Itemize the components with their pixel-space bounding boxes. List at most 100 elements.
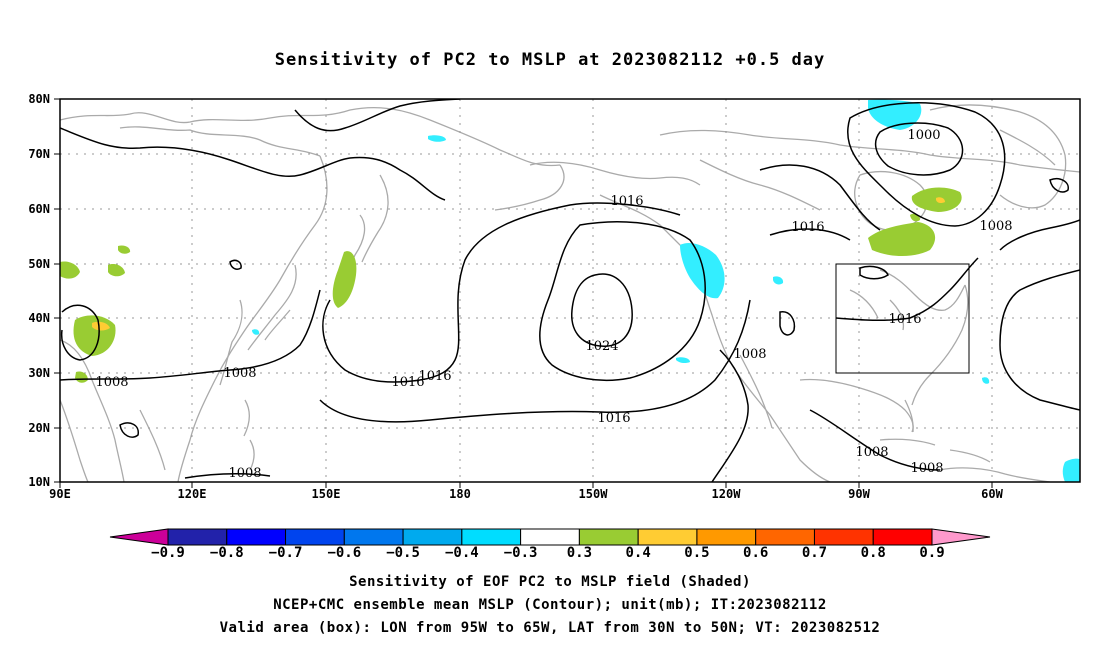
negative-patch	[252, 329, 260, 335]
footer-caption-valid-area: Valid area (box): LON from 95W to 65W, L…	[219, 620, 881, 636]
colorbar-label: 0.4	[626, 545, 651, 561]
colorbar-label: −0.5	[386, 545, 420, 561]
contour-1016-east	[835, 257, 979, 322]
lat-label: 20N	[28, 421, 50, 435]
contour-1008-loop	[60, 304, 100, 361]
colorbar-swatch	[226, 528, 287, 546]
contour-1008-na	[711, 349, 749, 482]
colorbar-labels: −0.9 −0.8 −0.7 −0.6 −0.5 −0.4 −0.3 0.3 0.4 0.5 0.6…	[151, 545, 945, 561]
colorbar-label: −0.6	[327, 545, 361, 561]
contour-label: 1016	[888, 312, 921, 327]
contour-label: 1000	[907, 128, 940, 143]
footer-caption-contour: NCEP+CMC ensemble mean MSLP (Contour); u…	[273, 597, 827, 613]
mslp-contours	[60, 99, 1080, 482]
contour-label: 1016	[791, 220, 824, 235]
negative-patch	[868, 99, 922, 130]
colorbar-swatch	[520, 528, 580, 546]
contour-1016-north	[60, 127, 446, 201]
contour-label: 1008	[228, 466, 261, 481]
colorbar-swatch	[637, 528, 698, 546]
contour-label: 1008	[733, 347, 766, 362]
positive-patch	[108, 263, 125, 277]
colorbar-label: 0.8	[861, 545, 886, 561]
contour-1016-ne	[999, 219, 1080, 251]
colorbar-swatch	[872, 528, 933, 546]
colorbar-label: 0.7	[802, 545, 827, 561]
colorbar-label: 0.5	[684, 545, 709, 561]
lat-label: 10N	[28, 475, 50, 489]
lon-labels: 90E 120E 150E 180 150W 120W 90W 60W	[49, 487, 1003, 501]
contour-1000	[874, 122, 964, 176]
valid-area-box	[835, 263, 970, 374]
negative-patch	[773, 276, 784, 285]
colorbar-swatch	[343, 528, 404, 546]
footer-caption-shading: Sensitivity of EOF PC2 to MSLP field (Sh…	[349, 574, 751, 590]
contour-loop	[779, 311, 796, 336]
contour-1016-high	[539, 221, 706, 382]
contour-loop	[229, 259, 242, 270]
map-panel: 1000 1008 1016 1024 1016 1016 1016 1016 …	[28, 92, 1081, 501]
contour-1016-arctic	[294, 99, 461, 132]
lon-label: 90E	[49, 487, 71, 501]
sensitivity-shading	[60, 99, 1080, 482]
colorbar-swatch	[461, 528, 522, 546]
contour-label: 1016	[391, 375, 424, 390]
negative-patch	[676, 357, 690, 364]
positive-patch	[75, 371, 88, 383]
contour-labels: 1000 1008 1016 1024 1016 1016 1016 1016 …	[95, 128, 1012, 481]
contour-label: 1008	[979, 219, 1012, 234]
graticule	[60, 99, 1080, 482]
colorbar-swatch	[755, 528, 815, 546]
contour-1024	[571, 273, 633, 347]
colorbar-label: −0.4	[445, 545, 479, 561]
contour-loop	[119, 422, 139, 438]
contour-1008-west	[60, 289, 321, 381]
colorbar-swatch	[285, 528, 345, 546]
lat-labels: 80N 70N 60N 50N 40N 30N 20N 10N	[28, 92, 50, 489]
coastlines	[60, 104, 1080, 482]
colorbar-label: −0.9	[151, 545, 185, 561]
contour-1008-gulf	[809, 409, 941, 471]
colorbar-swatch	[402, 528, 463, 546]
positive-patch	[868, 222, 936, 256]
colorbar-left-arrow	[109, 528, 169, 546]
lat-label: 30N	[28, 366, 50, 380]
map-frame	[59, 98, 1081, 483]
positive-patch-strong	[936, 197, 945, 204]
contour-1016-pacific-south	[319, 299, 751, 423]
colorbar-label: 0.6	[743, 545, 768, 561]
colorbar-swatch	[578, 528, 639, 546]
contour-label: 1008	[855, 445, 888, 460]
contour-label: 1008	[95, 375, 128, 390]
lon-label: 90W	[848, 487, 870, 501]
colorbar-label: −0.8	[210, 545, 244, 561]
colorbar-label: 0.9	[919, 545, 944, 561]
lat-label: 70N	[28, 147, 50, 161]
lat-label: 50N	[28, 257, 50, 271]
positive-patch	[332, 251, 357, 308]
contour-1016-canada	[759, 164, 881, 241]
colorbar-label: −0.7	[269, 545, 303, 561]
colorbar-swatches	[167, 528, 933, 546]
contour-label: 1024	[585, 339, 618, 354]
lon-label: 120W	[712, 487, 742, 501]
axis-ticks	[54, 98, 993, 488]
contour-1008-low	[847, 102, 1006, 227]
lat-label: 80N	[28, 92, 50, 106]
contour-loop	[1049, 178, 1069, 193]
lon-label: 150E	[312, 487, 341, 501]
lat-label: 40N	[28, 311, 50, 325]
colorbar-swatch	[167, 528, 228, 546]
colorbar-label: −0.3	[504, 545, 538, 561]
colorbar-label: 0.3	[567, 545, 592, 561]
contour-label: 1008	[910, 461, 943, 476]
lon-label: 60W	[981, 487, 1003, 501]
lon-label: 120E	[178, 487, 207, 501]
contour-1008-south	[184, 473, 271, 479]
colorbar: −0.9 −0.8 −0.7 −0.6 −0.5 −0.4 −0.3 0.3 0.4 0.5 0.6…	[109, 528, 991, 561]
positive-patch	[118, 245, 131, 254]
lon-label: 150W	[579, 487, 609, 501]
contour-label: 1016	[418, 369, 451, 384]
lat-label: 60N	[28, 202, 50, 216]
contour-1016-atlantic	[999, 269, 1080, 411]
